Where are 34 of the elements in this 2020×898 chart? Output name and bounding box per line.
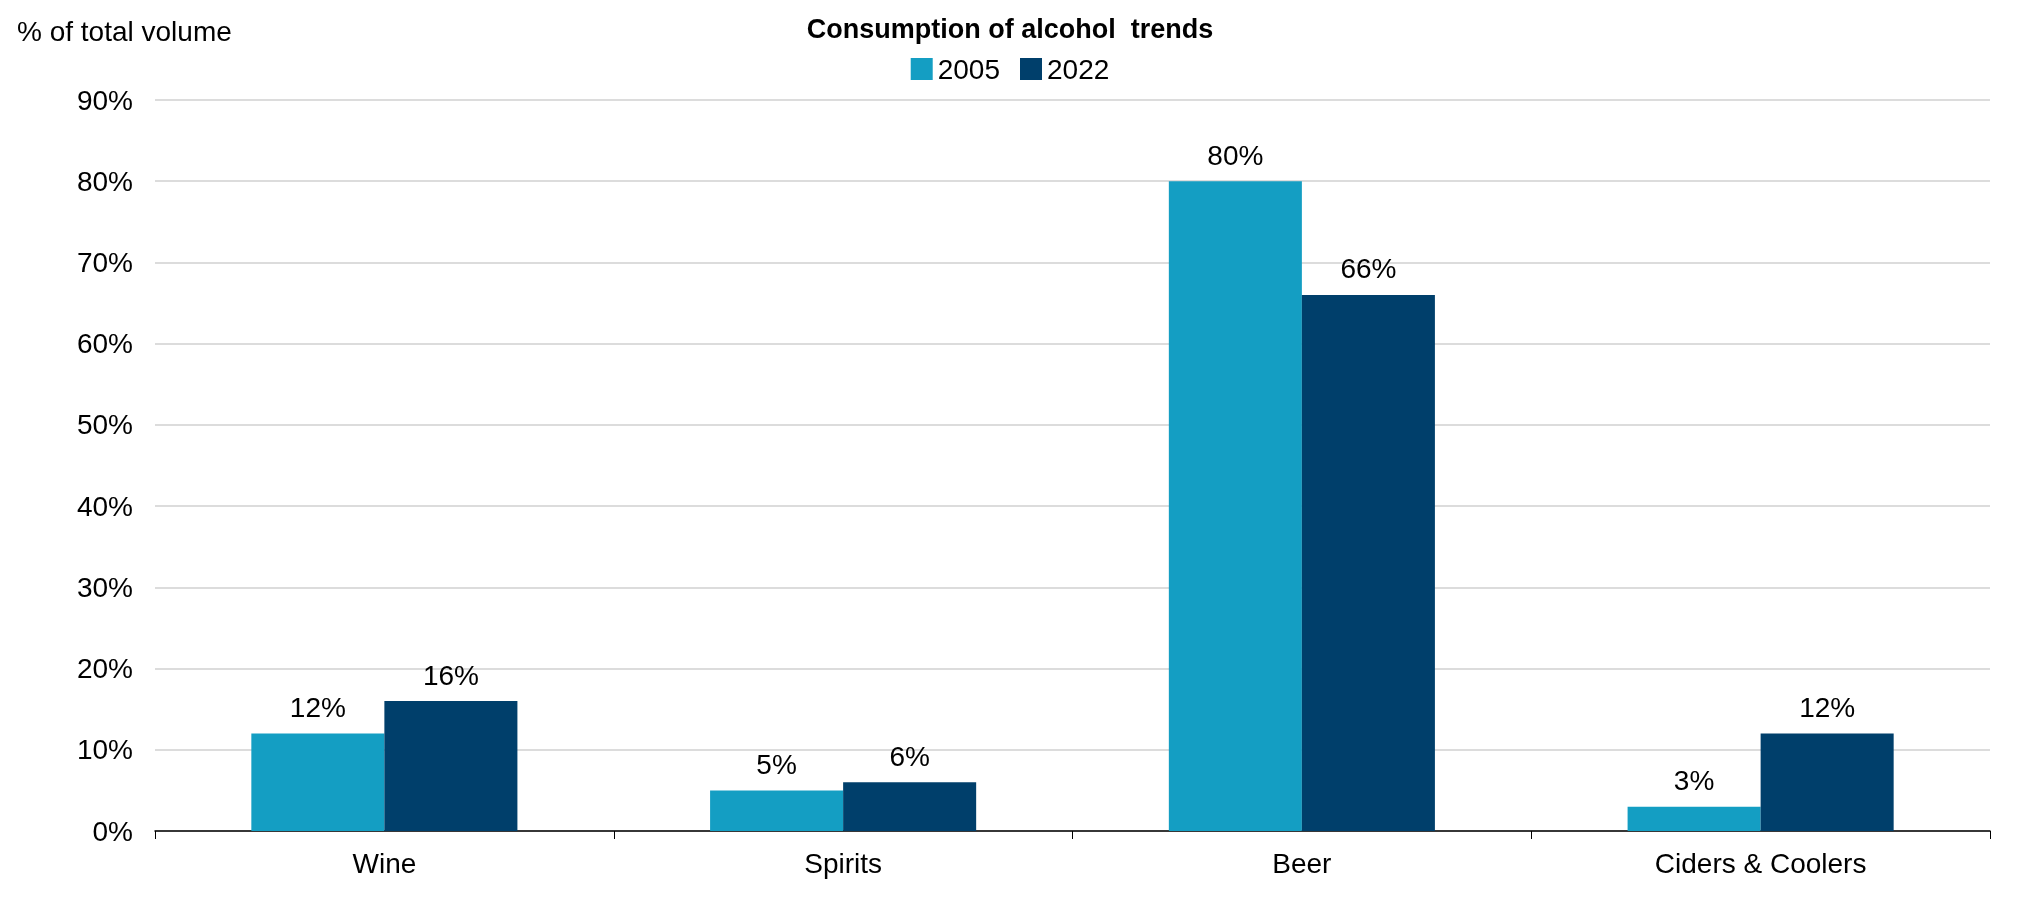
x-tick-label: Wine: [352, 847, 417, 879]
y-tick-label: 40%: [76, 490, 133, 522]
data-label: 80%: [1207, 139, 1264, 171]
x-tick-label: Spirits: [804, 847, 883, 879]
bar: [251, 733, 385, 831]
data-label: 3%: [1673, 765, 1715, 797]
bar: [1627, 806, 1761, 831]
bar: [1301, 294, 1435, 831]
y-tick-label: 90%: [76, 84, 133, 116]
y-tick-label: 0%: [92, 815, 133, 847]
y-tick-label: 20%: [76, 653, 133, 685]
y-tick-label: 30%: [76, 571, 133, 603]
y-tick-label: 60%: [76, 328, 133, 360]
data-label: 6%: [889, 740, 930, 772]
bar: [1168, 181, 1302, 831]
bar: [1760, 733, 1894, 831]
y-axis-title: % of total volume: [17, 15, 232, 47]
bar: [843, 782, 977, 831]
data-label: 12%: [1799, 692, 1856, 724]
data-label: 5%: [756, 748, 797, 780]
x-tick-label: Ciders & Coolers: [1654, 847, 1867, 879]
x-tick-label: Beer: [1272, 847, 1332, 879]
data-label: 66%: [1340, 253, 1397, 285]
data-label: 16%: [422, 659, 479, 691]
legend-label: 2005: [937, 53, 1001, 85]
y-tick-label: 50%: [76, 409, 133, 441]
bar: [384, 701, 518, 831]
data-label: 12%: [289, 692, 346, 724]
legend-label: 2022: [1047, 53, 1110, 85]
y-tick-label: 80%: [76, 165, 133, 197]
bar: [710, 790, 844, 831]
y-tick-label: 70%: [76, 246, 133, 278]
chart-title: Consumption of alcohol trends: [806, 13, 1214, 44]
y-tick-label: 10%: [76, 734, 133, 766]
